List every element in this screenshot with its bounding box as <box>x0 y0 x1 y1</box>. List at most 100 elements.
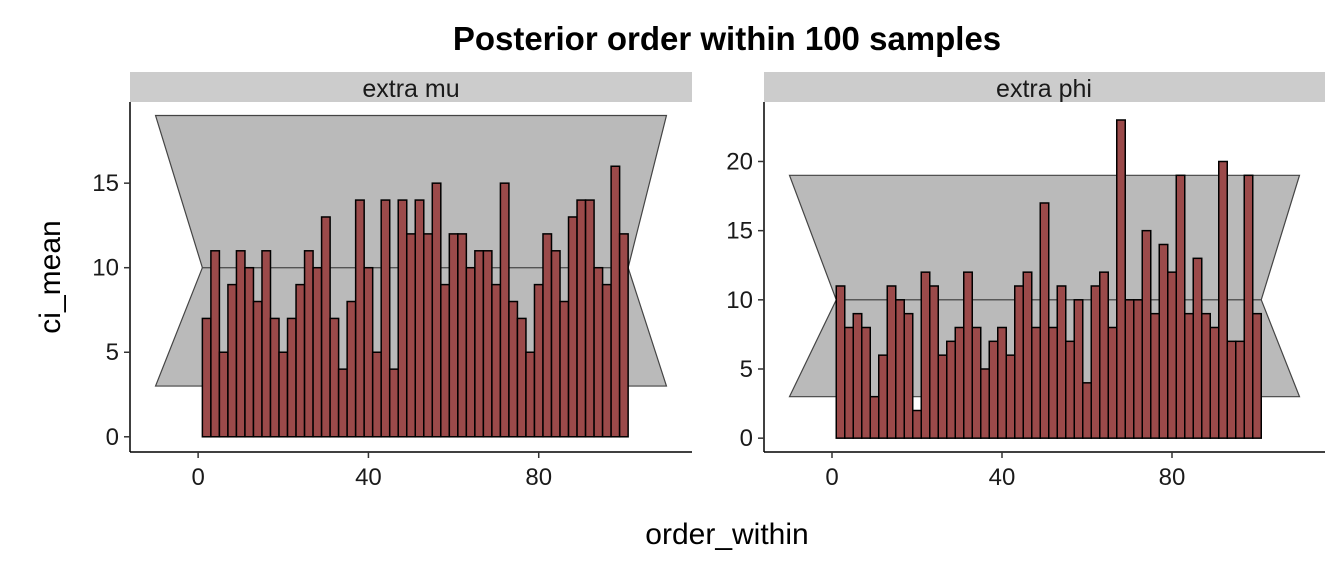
bar <box>1218 160 1228 439</box>
bar <box>533 283 544 438</box>
bar <box>567 216 578 438</box>
bar <box>1039 202 1050 439</box>
bar <box>835 285 846 439</box>
bar <box>903 312 914 439</box>
bar <box>920 271 931 439</box>
y-tick-label: 15 <box>726 218 753 245</box>
bar <box>320 216 331 438</box>
plot-area: 0 5 10 15 20 0 40 80 <box>726 102 1325 491</box>
bar <box>235 250 246 438</box>
bar <box>1005 354 1016 439</box>
bar <box>448 233 459 438</box>
bar <box>269 317 280 438</box>
x-tick-label: 0 <box>825 464 838 491</box>
bar <box>601 283 612 438</box>
y-tick-label: 10 <box>726 287 753 314</box>
bar <box>1056 285 1067 439</box>
y-tick-label: 20 <box>726 148 753 175</box>
bar <box>363 266 374 438</box>
bar <box>423 233 434 438</box>
bar <box>295 283 306 438</box>
y-tick-label: 5 <box>106 339 119 366</box>
bar <box>886 285 897 439</box>
bar <box>946 340 956 439</box>
bar <box>980 368 990 439</box>
bar <box>286 317 297 438</box>
bar <box>844 326 854 439</box>
bar <box>1048 326 1058 439</box>
bar <box>1158 243 1169 439</box>
bar <box>869 395 880 439</box>
plot-area: 0 5 10 15 0 40 80 <box>92 102 692 491</box>
x-tick-label: 40 <box>355 464 382 491</box>
bar <box>1073 299 1084 439</box>
y-tick-label: 0 <box>106 424 119 451</box>
bar <box>227 283 238 438</box>
bar <box>878 354 888 439</box>
bar <box>346 300 357 438</box>
bar <box>388 368 399 438</box>
bar <box>431 182 442 438</box>
bar <box>1167 271 1177 439</box>
bar <box>261 250 272 438</box>
y-tick-label: 15 <box>92 170 119 197</box>
bar <box>1090 285 1101 439</box>
bar <box>1184 312 1194 439</box>
bar <box>550 250 561 438</box>
bar <box>1082 382 1092 439</box>
bar <box>482 250 493 438</box>
bar <box>542 233 553 438</box>
bar <box>1192 257 1203 439</box>
bar <box>499 182 510 438</box>
bar <box>457 233 468 438</box>
bar <box>1065 340 1075 439</box>
bar <box>516 317 527 438</box>
bar <box>1175 174 1186 439</box>
facet-strip-label: extra phi <box>996 75 1092 103</box>
bar <box>610 165 621 438</box>
bar <box>201 317 212 438</box>
bar <box>576 199 587 438</box>
bar <box>329 317 340 438</box>
bar <box>852 312 863 439</box>
bar <box>997 326 1007 439</box>
facet-panel-extra-mu: extra mu 0 5 10 15 0 40 80 <box>92 72 692 491</box>
bar <box>1226 340 1237 439</box>
chart-title: Posterior order within 100 samples <box>453 20 1001 57</box>
y-tick-label: 10 <box>92 255 119 282</box>
bar <box>929 285 939 439</box>
bar <box>244 266 255 438</box>
bar <box>303 250 314 438</box>
bar <box>474 250 485 438</box>
bar <box>380 199 391 438</box>
bar <box>252 300 263 438</box>
y-tick-label: 5 <box>740 356 753 383</box>
bar <box>1099 271 1109 439</box>
bar <box>210 250 221 438</box>
bar <box>937 354 948 439</box>
bar <box>218 351 229 438</box>
bar <box>397 199 408 438</box>
bar <box>895 299 905 439</box>
bar <box>584 199 595 438</box>
bar <box>971 326 982 439</box>
bar <box>559 300 570 438</box>
bar <box>1209 326 1220 439</box>
bar <box>954 326 965 439</box>
bar <box>440 283 451 438</box>
facet-strip-label: extra mu <box>362 75 459 103</box>
bar <box>1031 326 1041 439</box>
bar <box>278 351 289 438</box>
bar <box>1243 174 1254 439</box>
facet-strip <box>130 72 692 102</box>
bar <box>1252 312 1262 439</box>
y-axis-title: ci_mean <box>34 220 67 333</box>
x-tick-label: 80 <box>525 464 552 491</box>
bar <box>405 233 417 438</box>
bar <box>593 266 604 438</box>
bar <box>1124 299 1135 439</box>
y-tick-label: 0 <box>740 425 753 452</box>
bar <box>1141 229 1152 439</box>
x-tick-label: 80 <box>1159 464 1186 491</box>
